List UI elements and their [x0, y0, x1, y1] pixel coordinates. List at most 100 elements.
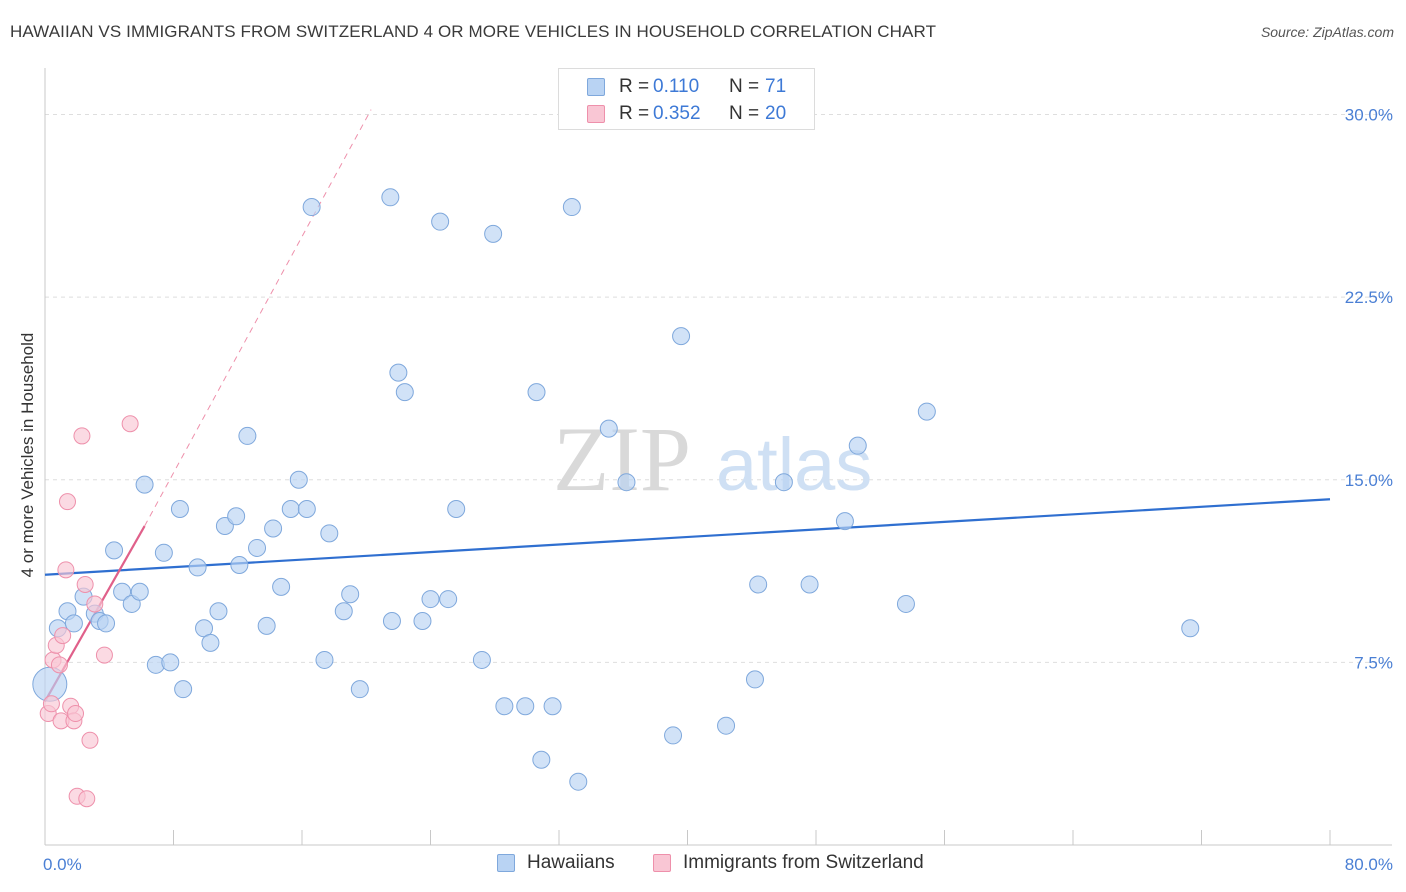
point-switzerland: [76, 575, 94, 593]
point-hawaiians: [447, 499, 466, 518]
point-hawaiians: [672, 327, 691, 346]
n-value: 20: [765, 103, 787, 124]
y-tick-label: 30.0%: [1345, 106, 1393, 125]
point-hawaiians: [599, 419, 618, 438]
r-label: R =: [619, 76, 650, 97]
point-hawaiians: [484, 224, 503, 243]
point-switzerland: [86, 595, 104, 613]
watermark-zip: ZIP: [553, 408, 691, 510]
point-hawaiians: [382, 611, 401, 630]
point-switzerland: [73, 427, 91, 445]
trend-lines: [44, 109, 1331, 702]
point-hawaiians: [617, 473, 636, 492]
point-hawaiians: [334, 602, 353, 621]
point-hawaiians: [130, 582, 149, 601]
point-hawaiians: [135, 475, 154, 494]
chart-title: HAWAIIAN VS IMMIGRANTS FROM SWITZERLAND …: [10, 22, 937, 41]
point-hawaiians: [381, 188, 400, 207]
point-hawaiians: [543, 697, 562, 716]
point-hawaiians: [395, 383, 414, 402]
point-hawaiians: [717, 716, 736, 735]
point-hawaiians: [472, 650, 491, 669]
point-hawaiians: [230, 555, 249, 574]
point-hawaiians: [562, 198, 581, 217]
y-tick-label: 7.5%: [1354, 653, 1393, 672]
point-switzerland: [58, 493, 76, 511]
r-label: R =: [619, 103, 650, 124]
x-tick-label: 80.0%: [1345, 855, 1393, 874]
point-hawaiians: [431, 212, 450, 231]
r-value: 0.352: [653, 103, 701, 124]
point-switzerland: [95, 646, 113, 664]
legend-item-hawaiians[interactable]: Hawaiians: [497, 852, 615, 874]
point-hawaiians: [527, 383, 546, 402]
point-hawaiians: [532, 750, 551, 769]
point-switzerland: [81, 731, 99, 749]
point-hawaiians: [264, 519, 283, 538]
n-label: N =: [729, 76, 760, 97]
point-hawaiians: [302, 198, 321, 217]
blue-swatch: [497, 854, 515, 872]
legend: Hawaiians Immigrants from Switzerland: [0, 852, 1406, 876]
point-hawaiians: [209, 602, 228, 621]
point-hawaiians: [257, 616, 276, 635]
legend-label: Immigrants from Switzerland: [683, 852, 924, 873]
pink-swatch: [587, 105, 605, 123]
watermark: ZIP atlas: [553, 408, 872, 510]
gridlines: [45, 114, 1392, 663]
point-hawaiians: [350, 680, 369, 699]
n-value: 71: [765, 76, 787, 97]
data-points: [32, 188, 1200, 808]
source-credit: Source: ZipAtlas.com: [1260, 24, 1394, 40]
point-hawaiians: [227, 507, 246, 526]
point-hawaiians: [238, 426, 257, 445]
point-hawaiians: [320, 524, 339, 543]
point-hawaiians: [896, 594, 915, 613]
point-hawaiians: [516, 697, 535, 716]
point-hawaiians: [201, 633, 220, 652]
point-hawaiians: [341, 585, 360, 604]
point-switzerland: [42, 695, 60, 713]
point-hawaiians: [272, 577, 291, 596]
watermark-atlas: atlas: [716, 423, 872, 506]
point-hawaiians: [97, 614, 116, 633]
point-switzerland: [121, 415, 139, 433]
legend-item-switzerland[interactable]: Immigrants from Switzerland: [653, 852, 924, 874]
point-hawaiians: [917, 402, 936, 421]
point-switzerland: [50, 656, 68, 674]
point-hawaiians: [281, 499, 300, 518]
stats-box: R = 0.110 N = 71 R = 0.352 N = 20: [558, 68, 815, 130]
point-hawaiians: [161, 653, 180, 672]
point-hawaiians: [113, 582, 132, 601]
point-hawaiians: [835, 512, 854, 531]
point-hawaiians: [174, 680, 193, 699]
point-hawaiians: [569, 772, 588, 791]
point-hawaiians: [389, 363, 408, 382]
y-tick-label: 22.5%: [1345, 288, 1393, 307]
point-hawaiians: [848, 436, 867, 455]
point-hawaiians: [664, 726, 683, 745]
point-hawaiians: [170, 499, 189, 518]
point-hawaiians: [297, 499, 316, 518]
point-hawaiians: [774, 473, 793, 492]
point-hawaiians: [315, 650, 334, 669]
point-hawaiians: [495, 697, 514, 716]
point-hawaiians: [421, 590, 440, 609]
pink-swatch: [653, 854, 671, 872]
point-hawaiians: [800, 575, 819, 594]
point-hawaiians: [289, 470, 308, 489]
x-tick-label: 0.0%: [43, 855, 82, 874]
tick-labels: 7.5% 15.0% 22.5% 30.0% 0.0% 80.0%: [43, 106, 1393, 874]
trend-line-switzerland-extension: [144, 109, 372, 527]
point-hawaiians: [105, 541, 124, 560]
r-value: 0.110: [653, 76, 700, 97]
point-hawaiians: [749, 575, 768, 594]
point-switzerland: [67, 705, 85, 723]
point-hawaiians: [248, 538, 267, 557]
point-hawaiians: [64, 614, 83, 633]
point-hawaiians: [745, 670, 764, 689]
point-hawaiians: [439, 590, 458, 609]
point-hawaiians: [413, 611, 432, 630]
legend-label: Hawaiians: [527, 852, 615, 873]
